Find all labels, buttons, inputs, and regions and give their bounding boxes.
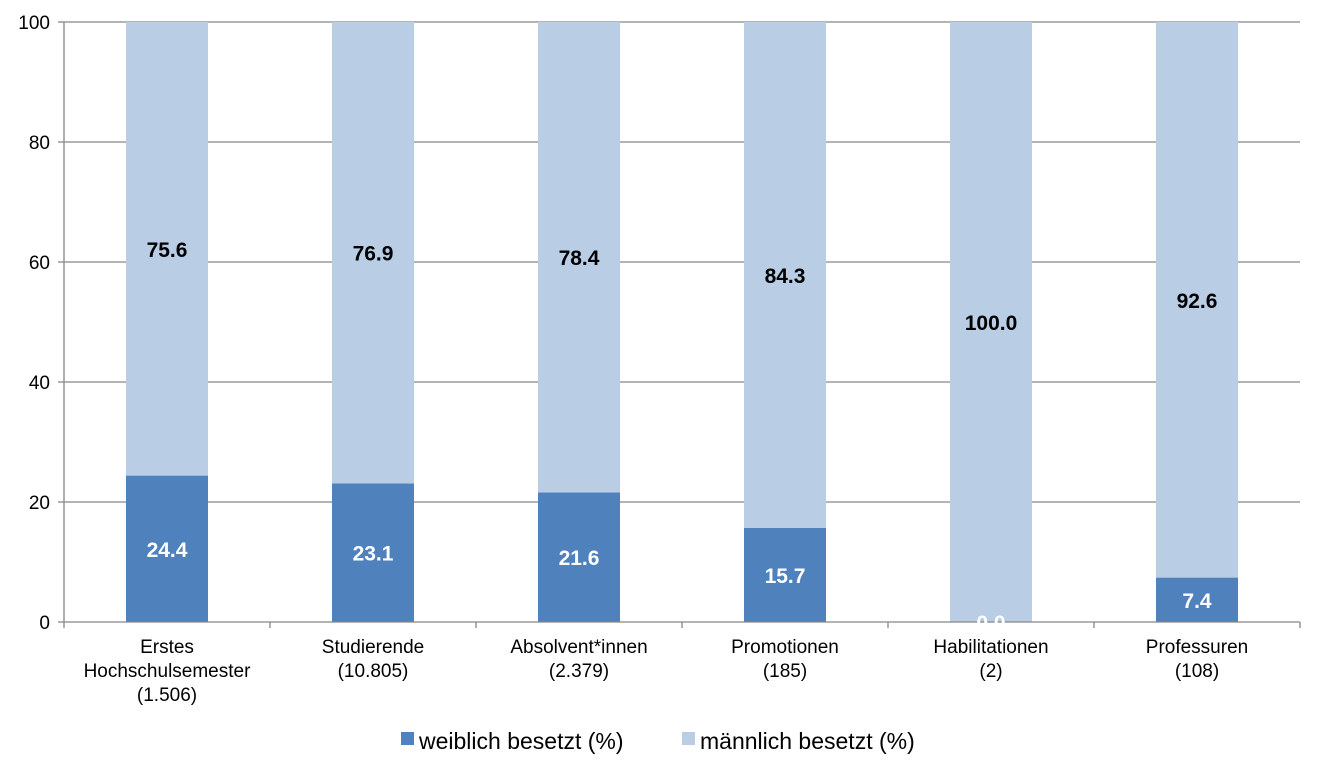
bar-segment-maennlich <box>538 22 620 493</box>
legend: weiblich besetzt (%) männlich besetzt (%) <box>401 728 915 754</box>
y-tick-label: 100 <box>18 13 50 34</box>
data-label: 21.6 <box>559 547 600 570</box>
bar-segment-weiblich <box>744 527 826 622</box>
y-tick-label: 60 <box>29 253 50 274</box>
bar-segment-maennlich <box>126 22 208 476</box>
y-tick-label: 20 <box>29 493 50 514</box>
x-category-label: Erstes Hochschulsemester (1.506) <box>84 637 252 706</box>
data-label: 15.7 <box>765 565 806 588</box>
bar-segment-weiblich <box>1156 577 1238 622</box>
data-label: 0.0 <box>976 612 1005 635</box>
data-label: 75.6 <box>147 239 188 262</box>
legend-swatch-weiblich <box>401 732 414 745</box>
bars <box>126 22 1238 622</box>
x-category-label: Studierende (10.805) <box>322 637 424 682</box>
data-label: 24.4 <box>147 539 188 562</box>
data-label: 23.1 <box>353 543 394 566</box>
legend-label: männlich besetzt (%) <box>700 728 915 754</box>
bar-segment-maennlich <box>744 22 826 528</box>
legend-swatch-maennlich <box>682 732 695 745</box>
bar-segment-weiblich <box>538 492 620 622</box>
axes: 0 20 40 60 80 100 Erstes Hochschulsemester (1.50… <box>18 13 1301 706</box>
y-tick-label: 80 <box>29 133 50 154</box>
data-label: 84.3 <box>765 265 806 288</box>
x-category-label: Professuren (108) <box>1146 637 1248 682</box>
bar-segment-maennlich <box>950 22 1032 622</box>
data-label: 78.4 <box>559 247 600 270</box>
data-label: 92.6 <box>1177 290 1218 313</box>
legend-label: weiblich besetzt (%) <box>418 728 624 754</box>
bar-segment-maennlich <box>1156 22 1238 578</box>
data-labels: 24.4 75.6 23.1 76.9 21.6 78.4 15.7 84.3 0.0 100.0… <box>147 239 1218 635</box>
x-category-label: Absolvent*innen (2.379) <box>510 637 647 682</box>
bar-segment-weiblich <box>332 483 414 622</box>
y-tick-label: 40 <box>29 373 50 394</box>
y-tick-label: 0 <box>39 613 50 634</box>
bar-segment-maennlich <box>332 22 414 484</box>
data-label: 76.9 <box>353 243 394 266</box>
x-category-label: Habilitationen (2) <box>933 637 1048 682</box>
data-label: 7.4 <box>1182 590 1212 613</box>
gridlines <box>64 21 1300 503</box>
data-label: 100.0 <box>965 312 1018 335</box>
x-category-label: Promotionen (185) <box>731 637 839 682</box>
bar-segment-weiblich <box>126 475 208 622</box>
